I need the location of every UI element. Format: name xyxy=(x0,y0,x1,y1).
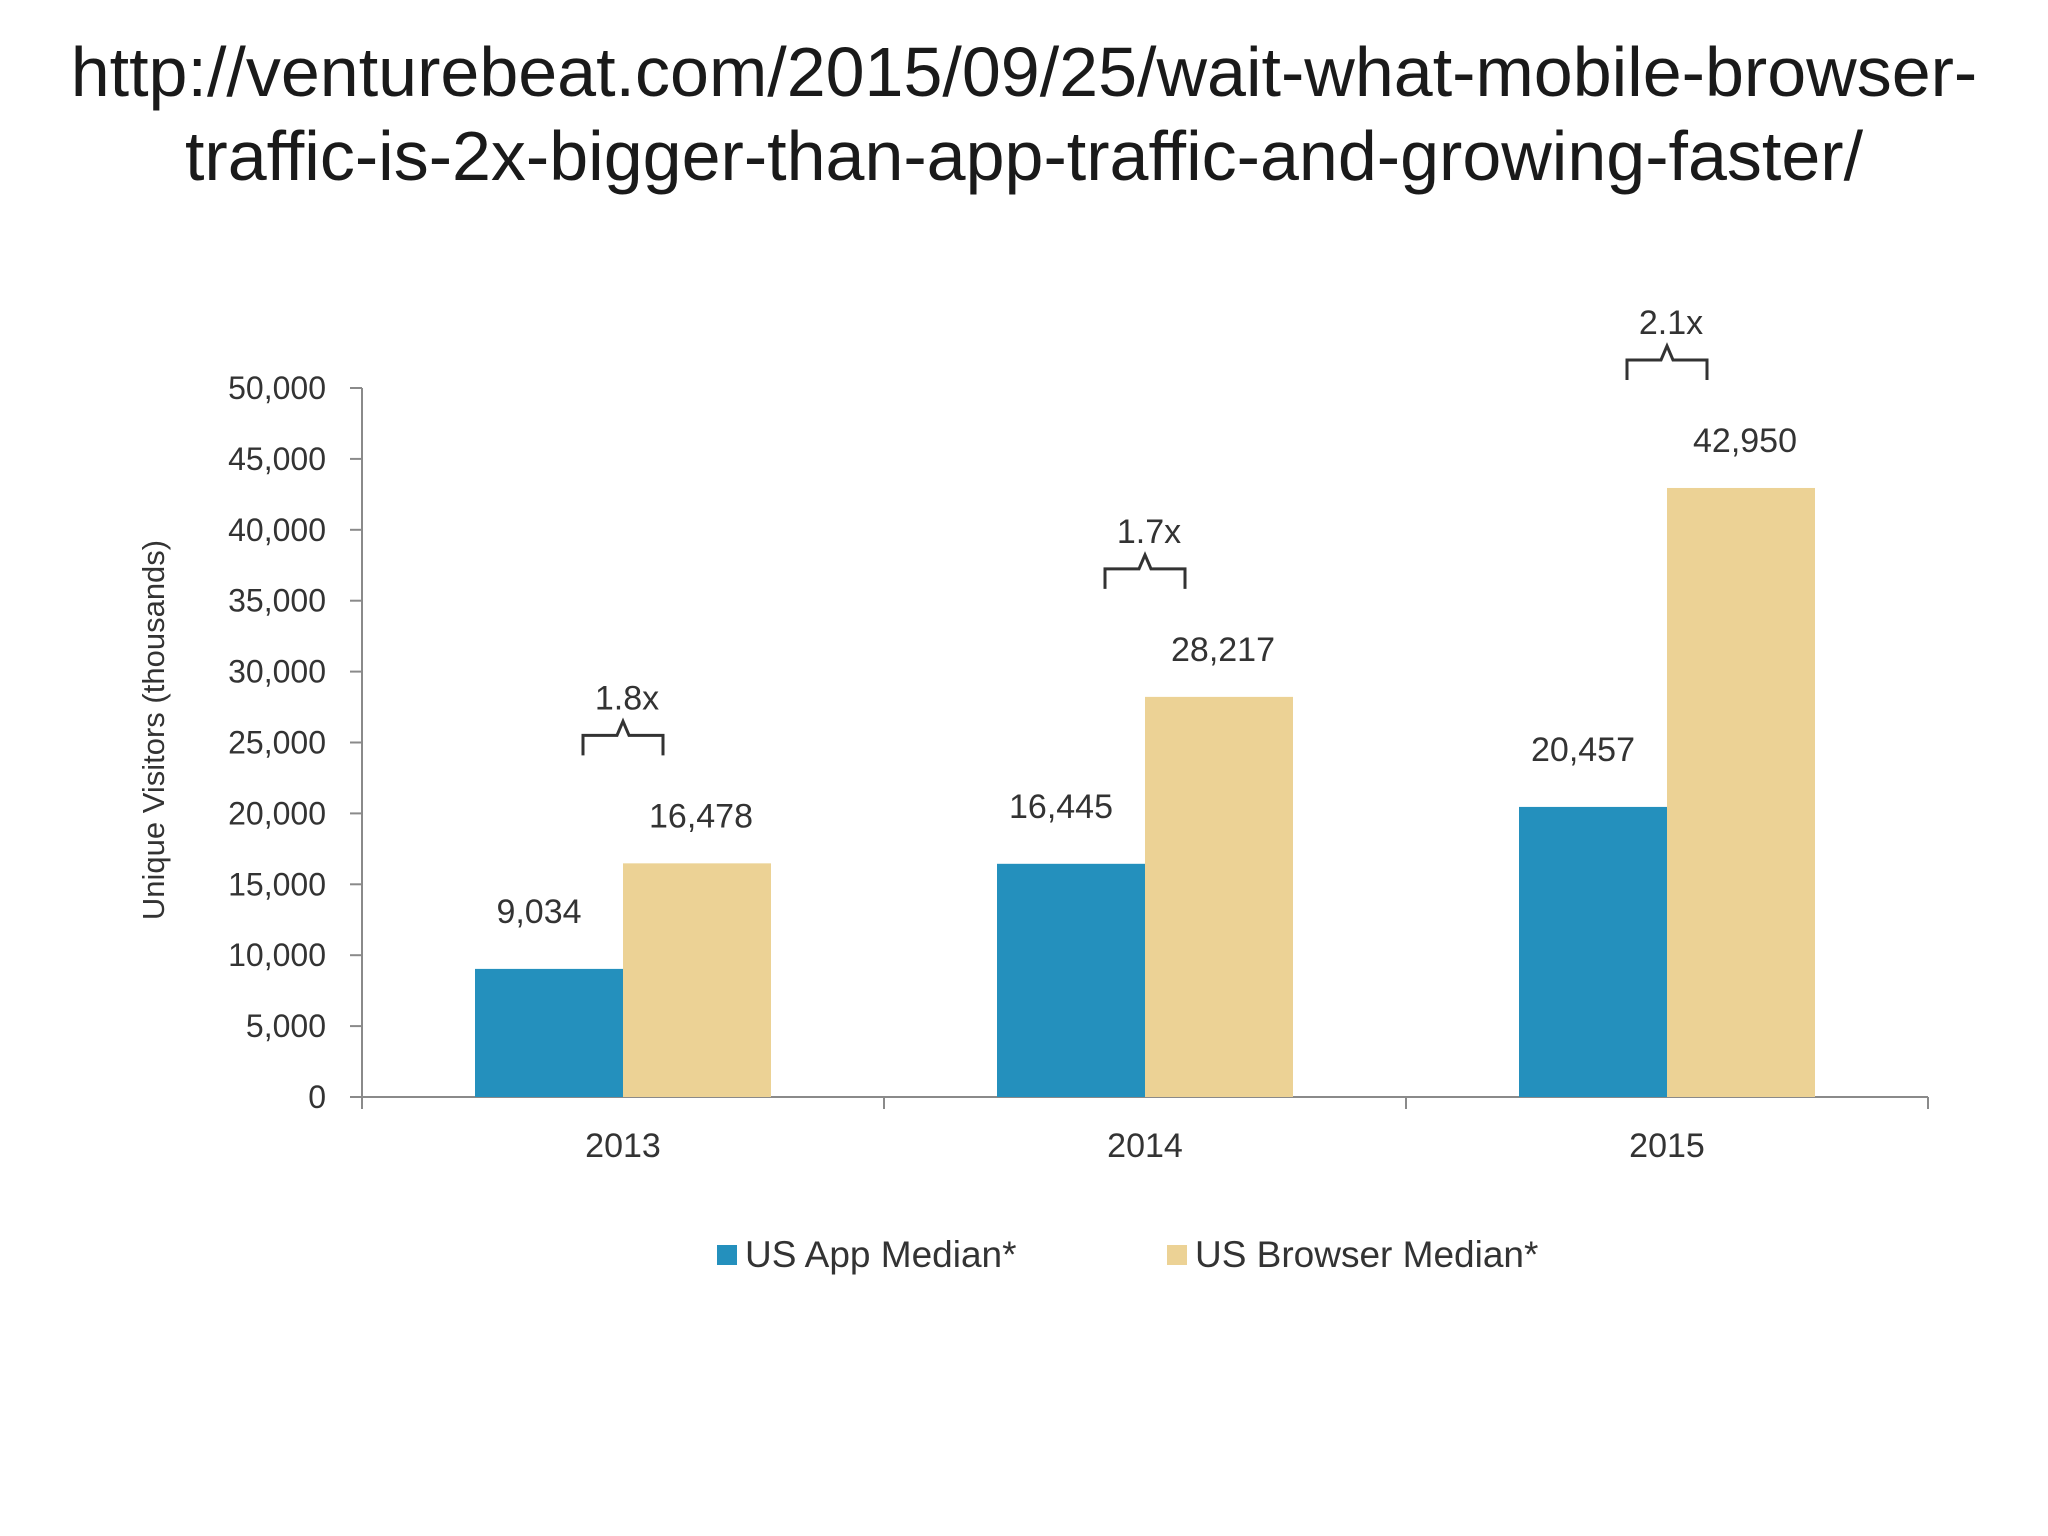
bar-browser-2014 xyxy=(1145,696,1293,1097)
legend: US App Median* US Browser Median* xyxy=(717,1234,1538,1275)
bar-browser-2013 xyxy=(623,863,771,1097)
value-labels: 9,034 16,478 16,445 28,217 20,457 42,950 xyxy=(496,422,1797,931)
x-tick-label-2014: 2014 xyxy=(1107,1127,1183,1165)
ratio-label-2015: 2.1x xyxy=(1639,304,1703,342)
bar-app-2013 xyxy=(475,968,623,1097)
y-tick-label: 30,000 xyxy=(228,654,326,690)
y-tick-label: 45,000 xyxy=(228,441,326,477)
bar-browser-2015 xyxy=(1667,487,1815,1097)
ratio-label-2014: 1.7x xyxy=(1117,513,1181,551)
y-tick-label: 25,000 xyxy=(228,725,326,761)
value-label-browser-2015: 42,950 xyxy=(1693,422,1797,460)
y-tick-label: 35,000 xyxy=(228,583,326,619)
legend-swatch-1 xyxy=(1167,1245,1187,1265)
legend-label-1: US Browser Median* xyxy=(1195,1234,1538,1275)
url-line-1: http://venturebeat.com/2015/09/25/wait-w… xyxy=(70,33,1978,111)
value-label-browser-2013: 16,478 xyxy=(649,797,753,835)
x-tick-labels: 2013 2014 2015 xyxy=(585,1127,1705,1165)
y-tick-label: 50,000 xyxy=(228,370,326,406)
ratio-label-2013: 1.8x xyxy=(595,679,659,717)
x-tick-label-2015: 2015 xyxy=(1629,1127,1705,1165)
y-axis-title: Unique Visitors (thousands) xyxy=(136,540,171,920)
url-line-2: traffic-is-2x-bigger-than-app-traffic-an… xyxy=(184,117,1864,195)
value-label-app-2015: 20,457 xyxy=(1531,731,1635,769)
y-tick-label: 15,000 xyxy=(228,866,326,902)
ratio-bracket-2014 xyxy=(1103,551,1187,589)
y-tick-label: 20,000 xyxy=(228,795,326,831)
value-label-app-2014: 16,445 xyxy=(1009,788,1113,826)
legend-label-0: US App Median* xyxy=(745,1234,1017,1275)
ratio-annotations: 1.8x 1.7x 2.1x xyxy=(581,304,1709,756)
y-tick-label: 0 xyxy=(308,1079,326,1115)
bar-app-2014 xyxy=(997,863,1145,1097)
y-ticks: 0 5,000 10,000 15,000 20,000 25,000 30,000 35,0… xyxy=(228,370,362,1115)
x-tick-label-2013: 2013 xyxy=(585,1127,661,1165)
y-tick-label: 10,000 xyxy=(228,937,326,973)
y-tick-label: 40,000 xyxy=(228,512,326,548)
value-label-browser-2014: 28,217 xyxy=(1171,631,1275,669)
y-tick-label: 5,000 xyxy=(246,1008,326,1044)
bar-app-2015 xyxy=(1519,806,1667,1097)
ratio-bracket-2015 xyxy=(1625,342,1709,380)
value-label-app-2013: 9,034 xyxy=(496,893,581,931)
legend-swatch-0 xyxy=(717,1245,737,1265)
ratio-bracket-2013 xyxy=(581,717,665,756)
bars xyxy=(475,487,1815,1097)
page-title: http://venturebeat.com/2015/09/25/wait-w… xyxy=(0,30,2048,198)
